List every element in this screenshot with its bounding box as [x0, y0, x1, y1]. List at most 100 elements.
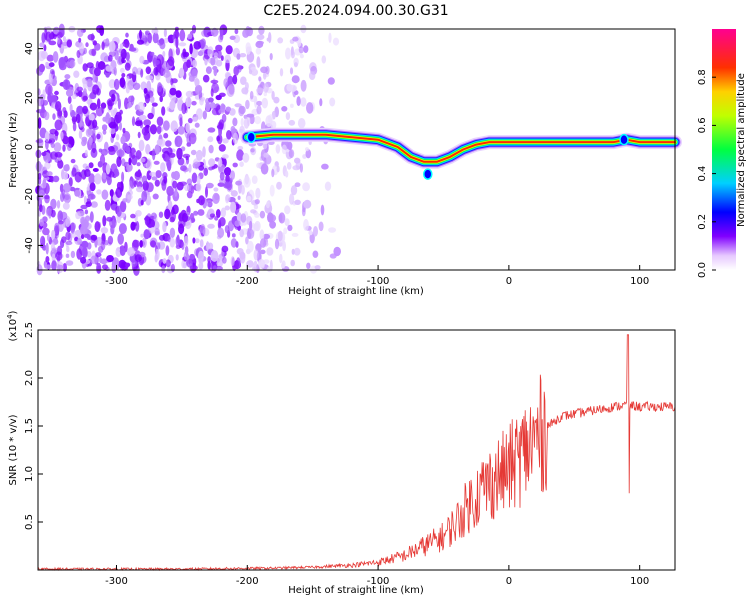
- spectrogram-noise-blob: [240, 118, 244, 127]
- spectrogram-noise-blob: [80, 234, 85, 240]
- spectrogram-noise-blob: [210, 27, 219, 37]
- spectrogram-noise-blob: [209, 213, 216, 218]
- spectrogram-noise-blob: [312, 250, 319, 258]
- spectrogram-noise-blob: [251, 175, 258, 184]
- spectrogram-noise-blob: [194, 122, 200, 128]
- spectrogram-noise-blob: [84, 149, 88, 157]
- spectrogram-noise-blob: [50, 198, 57, 210]
- spectrogram-noise-blob: [35, 139, 43, 144]
- spectrogram-noise-blob: [119, 43, 124, 50]
- spectrogram-noise-blob: [220, 207, 227, 218]
- spectrogram-noise-blob: [296, 96, 301, 107]
- spectrogram-noise-blob: [260, 238, 267, 248]
- spectrogram-noise-blob: [48, 40, 57, 46]
- spectrogram-noise-blob: [288, 149, 295, 159]
- spectrogram-y-ticks: -40 -20 0 20 40: [24, 42, 43, 254]
- spectrogram-noise-blob: [263, 83, 269, 93]
- spectrogram-noise-blob: [101, 189, 109, 200]
- spectrogram-noise-blob: [246, 260, 254, 268]
- spectrogram-noise-blob: [254, 116, 262, 125]
- spectrogram-noise-blob: [166, 185, 174, 197]
- spectrogram-noise-blob: [56, 108, 63, 119]
- spectrogram-noise-blob: [162, 221, 167, 233]
- spectrogram-noise-blob: [255, 47, 262, 55]
- spectrogram-noise-blob: [46, 171, 53, 177]
- spectrogram-noise-blob: [196, 175, 201, 185]
- spectrogram-noise-blob: [198, 250, 204, 262]
- spectrogram-noise-blob: [120, 48, 127, 60]
- snr-y-tick-label: 1.5: [24, 418, 35, 434]
- spectrogram-noise-blob: [169, 237, 175, 248]
- spectrogram-noise-blob: [175, 47, 180, 56]
- spectrogram-noise-blob: [131, 259, 138, 267]
- spectrogram-noise-blob: [83, 138, 88, 145]
- spectrogram-plot-area: [38, 29, 675, 270]
- spectrogram-noise-blob: [184, 235, 189, 247]
- spectrogram-noise-blob: [300, 79, 307, 92]
- spectrogram-noise-blob: [234, 220, 241, 227]
- spectrogram-noise-blob: [139, 157, 146, 163]
- spectrogram-noise-blob: [69, 186, 76, 192]
- spectrogram-noise-blob: [128, 95, 135, 103]
- spectrogram-noise-blob: [211, 82, 220, 94]
- snr-x-tick-label: -100: [367, 576, 390, 587]
- colorbar-ticks: 0.0 0.2 0.4 0.6 0.8: [697, 69, 716, 278]
- spectrogram-noise-blob: [157, 82, 163, 93]
- spectrogram-noise-blob: [243, 117, 250, 129]
- spectrogram-noise-blob: [256, 87, 264, 94]
- spectrogram-noise-blob: [150, 124, 157, 135]
- spectrogram-noise-blob: [162, 258, 167, 264]
- spectrogram-noise-blob: [256, 40, 265, 45]
- spectrogram-noise-blob: [66, 39, 73, 48]
- spectrogram-noise-blob: [137, 169, 141, 178]
- spectrogram-noise-blob: [100, 258, 108, 265]
- spectrogram-noise-blob: [277, 37, 284, 44]
- spectrogram-noise-blob: [183, 251, 189, 261]
- spectrogram-noise-blob: [239, 229, 244, 238]
- spectrogram-noise-blob: [245, 99, 250, 110]
- spectrogram-noise-blob: [203, 167, 208, 176]
- spectrogram-noise-blob: [172, 204, 179, 215]
- spectrogram-noise-blob: [187, 117, 193, 124]
- spectrogram-noise-blob: [194, 85, 202, 96]
- spectrogram-noise-blob: [171, 171, 176, 179]
- spectrogram-noise-blob: [117, 233, 124, 245]
- spectrogram-noise-blob: [121, 73, 126, 78]
- spectrogram-noise-blob: [247, 240, 254, 253]
- spectrogram-noise-blob: [93, 67, 101, 77]
- spectrogram-noise-blob: [60, 131, 64, 140]
- spectrogram-x-ticks: -300 -200 -100 0 100: [105, 265, 649, 287]
- spectrogram-noise-blob: [104, 199, 111, 211]
- spectrogram-noise-blob: [82, 78, 88, 90]
- spectrogram-noise-blob: [51, 260, 57, 271]
- spectrogram-noise-blob: [160, 162, 166, 173]
- spectrogram-noise-blob: [62, 183, 71, 193]
- spectrogram-ridge-layer: [246, 133, 676, 163]
- spectrogram-noise-blob: [278, 213, 283, 223]
- spectrogram-noise-blob: [141, 237, 147, 248]
- spectrogram-noise-blob: [125, 262, 131, 268]
- spectrogram-noise-blob: [38, 172, 42, 180]
- spectrogram-noise-blob: [56, 261, 64, 274]
- spectrogram-noise-blob: [300, 97, 307, 107]
- spectrogram-noise-blob: [234, 260, 239, 269]
- spectrogram-noise-blob: [120, 261, 125, 271]
- spectrogram-noise-blob: [71, 232, 76, 238]
- spectrogram-noise-blob: [81, 247, 88, 259]
- spectrogram-noise-blob: [205, 186, 208, 198]
- spectrogram-noise-blob: [249, 220, 253, 231]
- spectrogram-noise-blob: [88, 113, 95, 121]
- spectrogram-noise-blob: [136, 39, 145, 45]
- spectrogram-noise-blob: [154, 179, 160, 187]
- spectrogram-noise-blob: [39, 218, 44, 227]
- spectrogram-noise-blob: [124, 62, 131, 71]
- spectrogram-noise-blob: [318, 221, 324, 232]
- spectrogram-noise-blob: [303, 45, 309, 53]
- spectrogram-noise-blob: [222, 154, 229, 159]
- spectrogram-noise-blob: [86, 62, 94, 69]
- spectrogram-noise-blob: [158, 211, 164, 218]
- spectrogram-noise-blob: [63, 193, 71, 204]
- spectrogram-noise-blob: [40, 50, 48, 60]
- spectrogram-noise-blob: [183, 51, 190, 58]
- spectrogram-noise-blob: [219, 27, 224, 37]
